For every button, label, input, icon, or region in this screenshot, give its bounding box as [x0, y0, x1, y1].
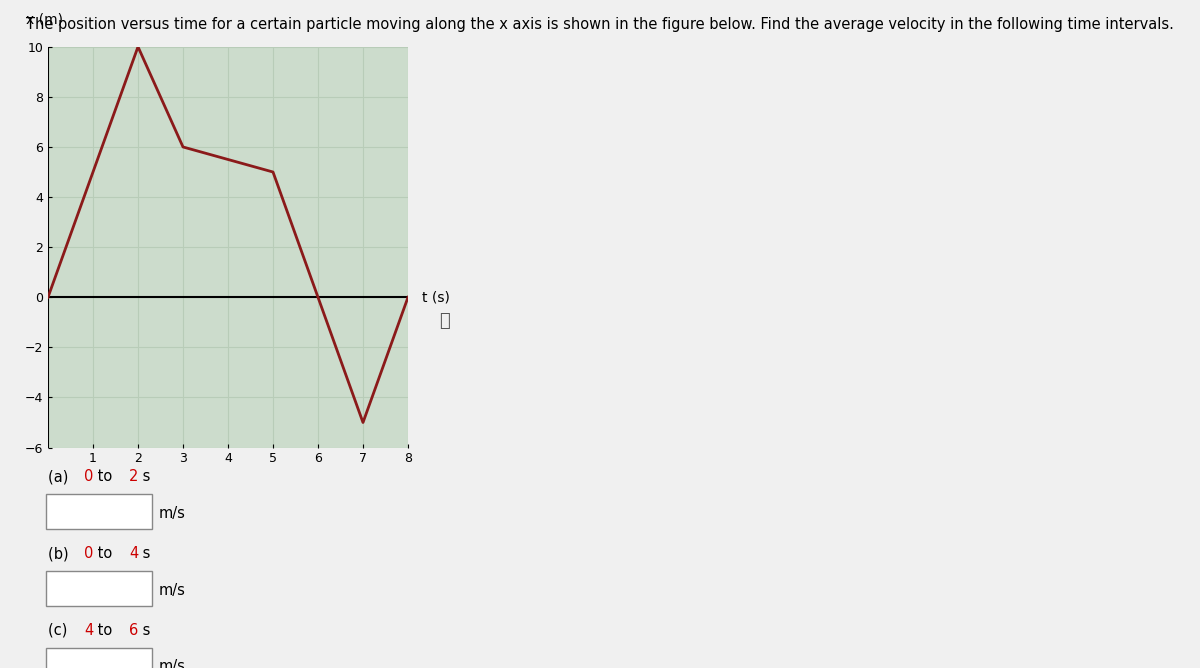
Text: s: s	[138, 546, 150, 561]
Text: 0: 0	[84, 546, 94, 561]
Text: 4: 4	[130, 546, 138, 561]
Text: x (m): x (m)	[25, 13, 62, 27]
Text: 4: 4	[84, 623, 94, 638]
Text: t (s): t (s)	[421, 291, 449, 304]
Text: s: s	[138, 470, 150, 484]
Text: 2: 2	[130, 470, 138, 484]
Text: ⓘ: ⓘ	[439, 312, 449, 329]
Text: 0: 0	[84, 470, 94, 484]
Text: to: to	[94, 470, 116, 484]
Text: (b): (b)	[48, 546, 73, 561]
Text: The position versus time for a certain particle moving along the x axis is shown: The position versus time for a certain p…	[26, 17, 1174, 31]
Text: (c): (c)	[48, 623, 72, 638]
Text: to: to	[94, 623, 116, 638]
Text: to: to	[94, 546, 116, 561]
Text: (a): (a)	[48, 470, 73, 484]
Text: m/s: m/s	[158, 506, 185, 521]
Text: s: s	[138, 623, 150, 638]
Text: m/s: m/s	[158, 659, 185, 668]
Text: m/s: m/s	[158, 582, 185, 598]
Text: 6: 6	[130, 623, 138, 638]
